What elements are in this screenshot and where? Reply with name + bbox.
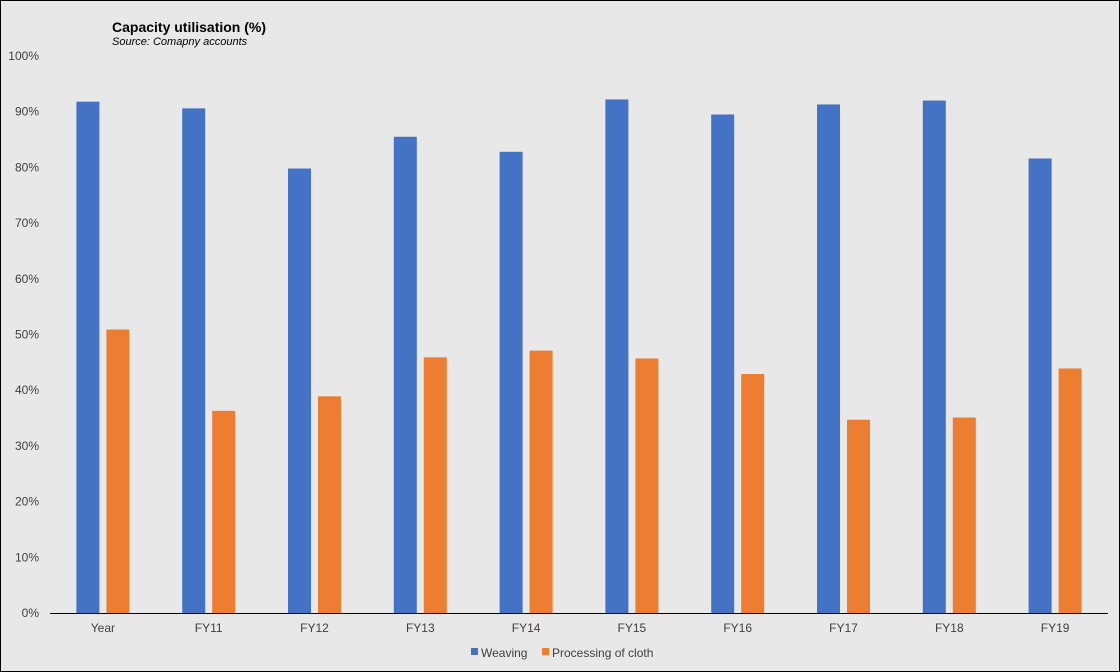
y-tick-label: 60% [15,272,39,286]
weaving-bar-fy14 [499,151,523,613]
y-tick-label: 90% [15,105,39,119]
chart-title: Capacity utilisation (%) [112,19,267,35]
y-tick-label: 100% [8,49,39,63]
legend-swatch-weaving [471,648,478,655]
legend-label-processing: Processing of cloth [552,646,653,660]
weaving-bar-year [76,101,100,613]
y-tick-label: 30% [15,439,39,453]
legend-label-weaving: Weaving [481,646,527,660]
weaving-bar-fy19 [1028,158,1052,613]
y-tick-label: 0% [22,606,40,620]
y-tick-label: 10% [15,550,39,564]
y-tick-label: 80% [15,160,39,174]
legend: Weaving Processing of cloth [471,646,653,660]
x-tick-label: FY19 [1041,621,1070,635]
processing-bar-fy14 [529,350,553,613]
processing-bar-fy17 [847,419,870,613]
bar-series [76,99,1082,614]
legend-swatch-processing [542,648,549,655]
x-axis-labels: Year FY11 FY12 FY13 FY14 FY15 FY16 FY17 FY18 FY19 [91,621,1070,635]
processing-bar-year [106,329,130,613]
weaving-bar-fy11 [182,108,206,613]
y-tick-label: 20% [15,495,39,509]
processing-bar-fy19 [1058,368,1082,613]
x-tick-label: FY13 [406,621,435,635]
processing-bar-fy11 [212,410,236,613]
x-tick-label: FY18 [935,621,964,635]
weaving-bar-fy13 [393,136,417,613]
weaving-bar-fy17 [817,104,840,614]
weaving-bar-fy18 [922,100,946,613]
x-tick-label: FY15 [618,621,647,635]
x-tick-label: FY14 [512,621,541,635]
y-tick-label: 70% [15,216,39,230]
processing-bar-fy16 [741,374,765,613]
x-tick-label: FY16 [723,621,752,635]
weaving-bar-fy16 [711,114,735,614]
x-tick-label: FY11 [195,621,223,635]
x-tick-label: FY17 [829,621,858,635]
chart-subtitle: Source: Comapny accounts [112,36,248,48]
weaving-bar-fy15 [605,99,629,614]
processing-bar-fy18 [952,417,976,613]
processing-bar-fy15 [635,358,659,613]
processing-bar-fy12 [318,396,341,613]
x-tick-label: Year [91,621,115,635]
weaving-bar-fy12 [288,168,311,613]
y-tick-label: 50% [15,328,39,342]
x-tick-label: FY12 [300,621,329,635]
y-axis-labels: 0% 10% 20% 30% 40% 50% 60% 70% 80% 90% 100% [8,49,39,620]
y-tick-label: 40% [15,383,39,397]
processing-bar-fy13 [423,357,447,613]
